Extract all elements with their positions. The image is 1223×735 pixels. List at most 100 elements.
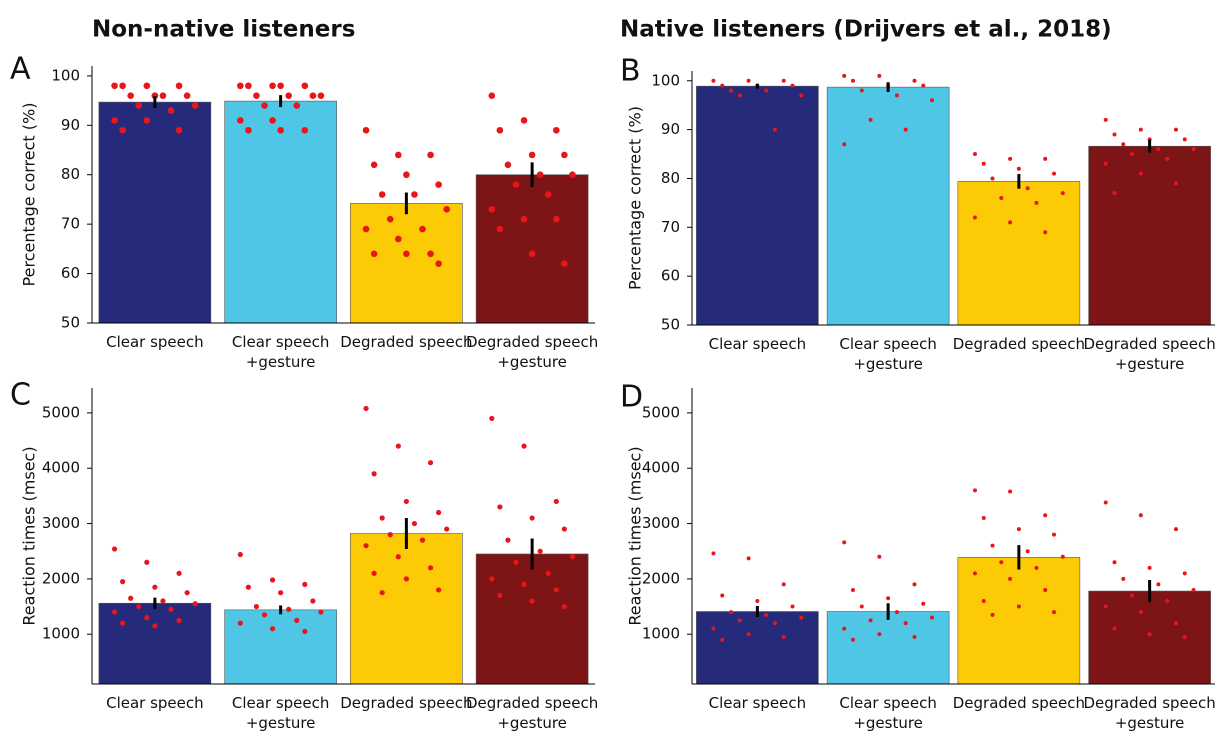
data-point	[772, 127, 777, 132]
bar	[957, 181, 1081, 326]
data-point	[176, 617, 182, 623]
data-point	[1138, 513, 1143, 518]
x-tick-label-line: +gesture	[853, 355, 923, 373]
data-point	[1156, 147, 1161, 152]
data-point	[999, 196, 1004, 200]
data-point	[537, 548, 543, 554]
data-point	[903, 621, 908, 626]
data-point	[1138, 127, 1143, 132]
data-point	[144, 559, 150, 565]
data-point	[175, 126, 183, 134]
y-tick-label: 70	[661, 218, 680, 236]
data-point	[395, 235, 402, 243]
data-point	[497, 592, 503, 599]
y-tick-label: 3000	[42, 514, 80, 532]
data-point	[379, 590, 385, 596]
x-tick-label-line: Clear speech	[106, 694, 204, 712]
data-point	[790, 604, 795, 609]
data-point	[1182, 634, 1187, 639]
data-point	[746, 632, 751, 637]
data-point	[1121, 576, 1126, 581]
data-point	[513, 559, 519, 565]
data-point	[302, 581, 308, 588]
x-tick-label: Degraded speech +gesture	[1084, 335, 1216, 373]
y-tick-label: 2000	[42, 569, 80, 587]
data-point	[1060, 554, 1065, 559]
data-point	[781, 582, 786, 587]
data-point	[1112, 132, 1117, 137]
bar	[826, 86, 950, 326]
data-point	[536, 171, 544, 179]
data-point	[317, 92, 325, 99]
x-tick-label: Degraded speech +gesture	[466, 333, 598, 371]
data-point	[395, 443, 401, 449]
data-point	[302, 628, 308, 635]
data-point	[711, 78, 716, 83]
data-point	[371, 471, 377, 477]
data-point	[1008, 576, 1013, 581]
data-point	[269, 117, 276, 124]
data-point	[128, 595, 134, 601]
data-point	[489, 415, 495, 422]
x-tick-label-line: Clear speech	[839, 694, 937, 712]
data-point	[1043, 230, 1048, 235]
data-point	[799, 93, 804, 98]
x-tick-label-line: Degraded speech	[953, 335, 1085, 353]
data-point	[990, 176, 995, 181]
data-point	[237, 117, 244, 124]
x-tick-label-line: +gesture	[1115, 714, 1185, 732]
x-tick-label-line: Clear speech	[709, 694, 807, 712]
data-point	[1052, 171, 1057, 176]
y-tick-label: 50	[61, 314, 80, 332]
data-point	[850, 78, 855, 83]
data-point	[972, 571, 977, 576]
data-point	[318, 609, 324, 615]
y-axis-label: Percentage correct (%)	[626, 106, 645, 290]
x-tick-label-line: Clear speech	[232, 694, 330, 712]
panel-label: C	[10, 378, 31, 413]
data-point	[912, 634, 917, 639]
data-point	[379, 515, 385, 521]
data-point	[521, 443, 527, 449]
data-point	[111, 546, 118, 552]
data-point	[859, 604, 864, 609]
data-point	[561, 603, 567, 610]
x-tick-label: Degraded speech +gesture	[466, 694, 598, 732]
data-point	[1173, 621, 1178, 626]
x-tick-label: Degraded speech	[953, 694, 1085, 712]
data-point	[1025, 186, 1030, 191]
data-point	[877, 554, 882, 559]
data-point	[403, 250, 410, 258]
data-point	[1173, 527, 1178, 532]
data-point	[111, 82, 118, 90]
y-tick-label: 60	[61, 264, 80, 282]
data-point	[363, 543, 369, 549]
data-point	[868, 618, 873, 623]
data-point	[1147, 565, 1152, 570]
data-point	[427, 565, 434, 571]
x-tick-label: Clear speech	[709, 335, 807, 353]
x-tick-label: Clear speech	[106, 333, 204, 351]
data-point	[168, 606, 174, 612]
data-point	[261, 612, 268, 618]
data-point	[512, 181, 520, 188]
data-point	[277, 126, 284, 134]
column-title: Native listeners (Drijvers et al., 2018)	[620, 17, 1112, 43]
data-point	[711, 551, 716, 556]
x-tick-label: Degraded speech	[953, 335, 1085, 353]
data-point	[1182, 571, 1187, 576]
bar	[826, 611, 950, 685]
data-point	[981, 599, 986, 604]
y-tick-label: 5000	[642, 403, 680, 421]
data-point	[930, 615, 935, 620]
data-point	[1147, 632, 1152, 637]
data-point	[378, 191, 386, 198]
data-point	[504, 161, 512, 169]
data-point	[1112, 626, 1117, 631]
x-tick-label-line: +gesture	[497, 714, 567, 732]
data-point	[136, 603, 142, 610]
data-point	[1043, 156, 1048, 161]
data-point	[371, 570, 377, 576]
data-point	[520, 117, 528, 124]
